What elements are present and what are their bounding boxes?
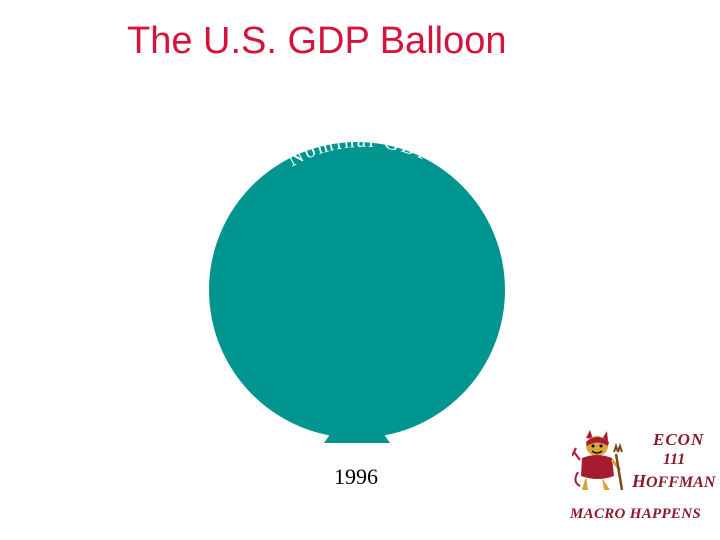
balloon-knot bbox=[324, 420, 390, 443]
badge-instructor-rest: OFFMAN bbox=[646, 474, 716, 491]
badge-econ: ECON bbox=[653, 430, 705, 449]
badge-course-number: 111 bbox=[663, 451, 686, 468]
badge-tagline: MACRO HAPPENS bbox=[570, 506, 702, 522]
balloon-body bbox=[209, 142, 505, 438]
badge-instructor-initial: H bbox=[632, 471, 647, 491]
slide-title: The U.S. GDP Balloon bbox=[127, 20, 507, 62]
course-badge: ECON 111 HOFFMAN MACRO HAPPENS bbox=[570, 428, 718, 528]
year-label: 1996 bbox=[334, 464, 378, 489]
devil-mascot-icon bbox=[572, 430, 624, 491]
badge-instructor: HOFFMAN bbox=[632, 471, 715, 492]
